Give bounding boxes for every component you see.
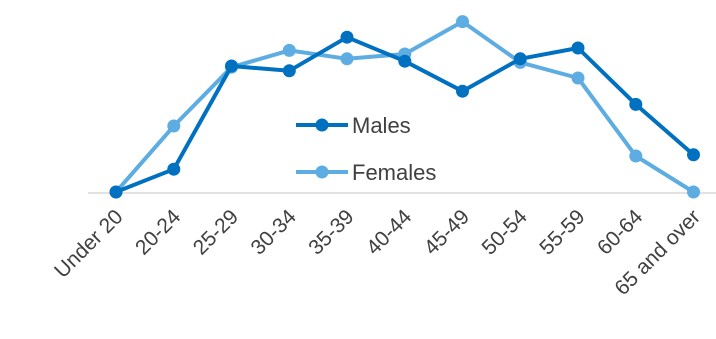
data-point-females-65-and-over: [687, 185, 700, 199]
data-point-males-60-64: [629, 97, 643, 111]
x-tick-label-25-29: 25-29: [189, 205, 243, 259]
data-point-females-35-39: [340, 52, 354, 66]
data-point-males-20-24: [167, 162, 181, 176]
x-tick-label-20-24: 20-24: [131, 205, 185, 259]
legend-swatch-marker-females: [315, 165, 329, 179]
data-point-males-25-29: [225, 59, 238, 73]
legend-label-males: Males: [352, 113, 411, 138]
x-tick-label-30-34: 30-34: [247, 205, 301, 259]
data-point-males-45-49: [456, 84, 469, 98]
x-tick-label-55-59: 55-59: [535, 205, 589, 259]
data-point-females-60-64: [629, 149, 643, 163]
x-tick-label-35-39: 35-39: [304, 205, 358, 259]
data-point-males-55-59: [571, 41, 585, 55]
data-point-males-65-and-over: [687, 148, 700, 162]
legend-swatch-marker-males: [315, 118, 329, 132]
data-point-females-30-34: [282, 43, 296, 57]
x-tick-label-under-20: Under 20: [50, 205, 127, 282]
data-point-males-35-39: [340, 30, 354, 44]
data-point-males-30-34: [282, 64, 296, 78]
x-tick-label-50-54: 50-54: [478, 205, 532, 259]
series-layer: [109, 15, 700, 199]
data-point-males-40-44: [398, 54, 412, 68]
x-tick-label-60-64: 60-64: [593, 205, 647, 259]
legend: Males Females: [296, 113, 436, 185]
data-point-females-20-24: [167, 119, 181, 133]
x-tick-label-45-49: 45-49: [420, 205, 474, 259]
data-point-males-50-54: [513, 52, 527, 66]
data-point-females-55-59: [571, 71, 585, 85]
data-point-males-under-20: [109, 185, 123, 199]
legend-label-females: Females: [352, 160, 436, 185]
x-axis-tick-labels: Under 20 20-24 25-29 30-34 35-39 40-44 45-49 50…: [50, 205, 705, 300]
data-point-females-45-49: [456, 15, 469, 29]
x-tick-label-40-44: 40-44: [362, 205, 416, 259]
